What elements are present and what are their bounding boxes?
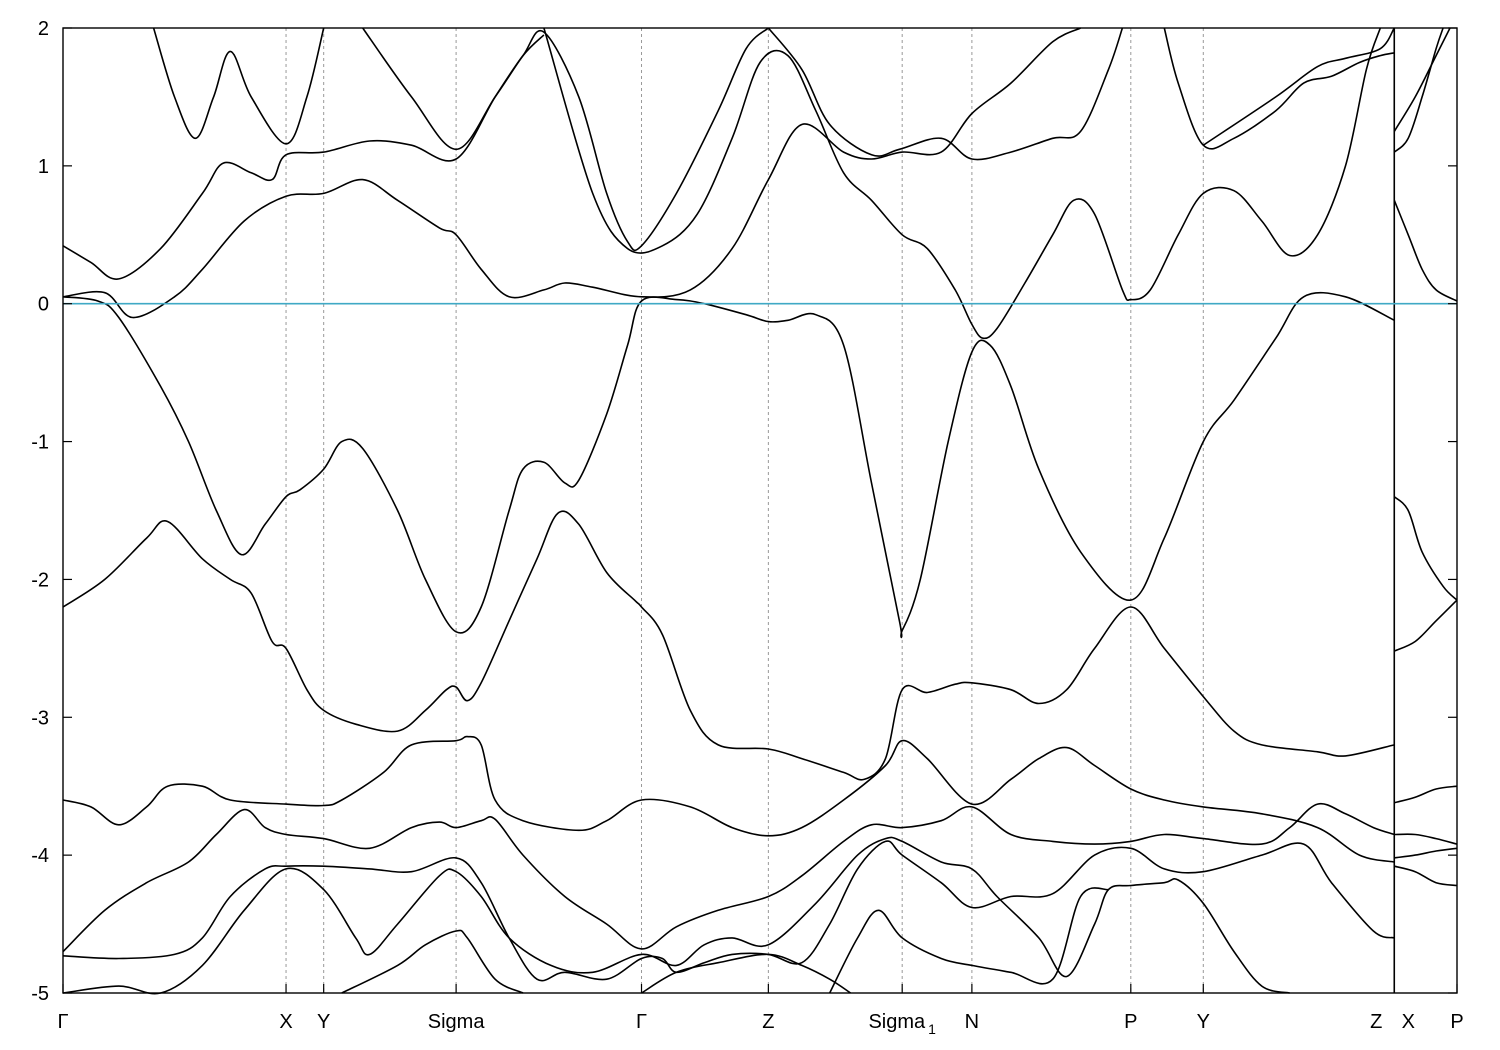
band-line-14 xyxy=(62,836,1290,995)
y-tick-label: -5 xyxy=(31,983,49,1005)
band-line-1 xyxy=(62,291,1395,639)
x-tick-label: X xyxy=(279,1011,292,1033)
band-line-2 xyxy=(62,27,1081,319)
y-tick-label: -1 xyxy=(31,432,49,454)
x-tick-subscript: 1 xyxy=(928,1021,936,1037)
band-line-5 xyxy=(362,27,769,252)
x-tick-label: N xyxy=(965,1011,979,1033)
y-tick-label: -2 xyxy=(31,569,49,591)
x-tick-label: Y xyxy=(317,1011,330,1033)
plot-frame xyxy=(62,27,1458,994)
x-tick-label: Γ xyxy=(57,1011,68,1033)
band-line-4 xyxy=(152,27,325,145)
x-tick-label: Γ xyxy=(636,1011,647,1033)
x-tick-labels: Γ X Y Sigma Γ Z Sigma 1 N P Y Z X P xyxy=(57,1011,1463,1037)
band-line-18 xyxy=(1393,200,1458,302)
y-tick-label: 0 xyxy=(38,294,49,316)
band-line-23 xyxy=(1394,785,1458,804)
band-line-21 xyxy=(1393,496,1458,601)
band-line-24 xyxy=(1394,833,1458,845)
y-tick-label: -3 xyxy=(31,707,49,729)
band-line-13 xyxy=(62,840,1395,982)
k-point-lines xyxy=(285,28,1395,993)
band-line-19 xyxy=(1393,27,1444,153)
band-line-26 xyxy=(1394,865,1458,887)
band-line-25 xyxy=(1394,847,1458,859)
y-tick-label: 2 xyxy=(38,18,49,40)
x-tick-label: Z xyxy=(1370,1011,1382,1033)
x-tick-label: Z xyxy=(762,1011,774,1033)
x-tick-label: Y xyxy=(1197,1011,1210,1033)
band-line-17 xyxy=(828,887,1109,994)
band-line-10 xyxy=(62,510,1395,781)
band-line-9 xyxy=(1202,27,1395,146)
y-tick-label: -4 xyxy=(31,845,49,867)
band-line-6 xyxy=(543,27,1382,340)
y-tick-labels: 2 1 0 -1 -2 -3 -4 -5 xyxy=(31,18,49,1005)
band-line-12 xyxy=(62,802,1395,953)
x-tick-label: Sigma 1 xyxy=(868,1011,936,1037)
band-lines xyxy=(62,27,1458,995)
axis-ticks xyxy=(62,27,1458,994)
band-line-16 xyxy=(641,953,852,994)
band-line-15 xyxy=(341,929,524,994)
y-tick-label: 1 xyxy=(38,156,49,178)
band-line-11 xyxy=(62,735,1395,863)
band-line-20 xyxy=(1393,27,1451,132)
band-line-22 xyxy=(1393,599,1458,652)
band-line-3 xyxy=(62,34,545,280)
x-tick-label: Sigma xyxy=(428,1011,486,1033)
x-tick-label: P xyxy=(1450,1011,1463,1033)
x-tick-label: P xyxy=(1124,1011,1137,1033)
band-line-7 xyxy=(767,27,1124,161)
band-line-8 xyxy=(1163,27,1395,150)
x-tick-label: X xyxy=(1402,1011,1415,1033)
